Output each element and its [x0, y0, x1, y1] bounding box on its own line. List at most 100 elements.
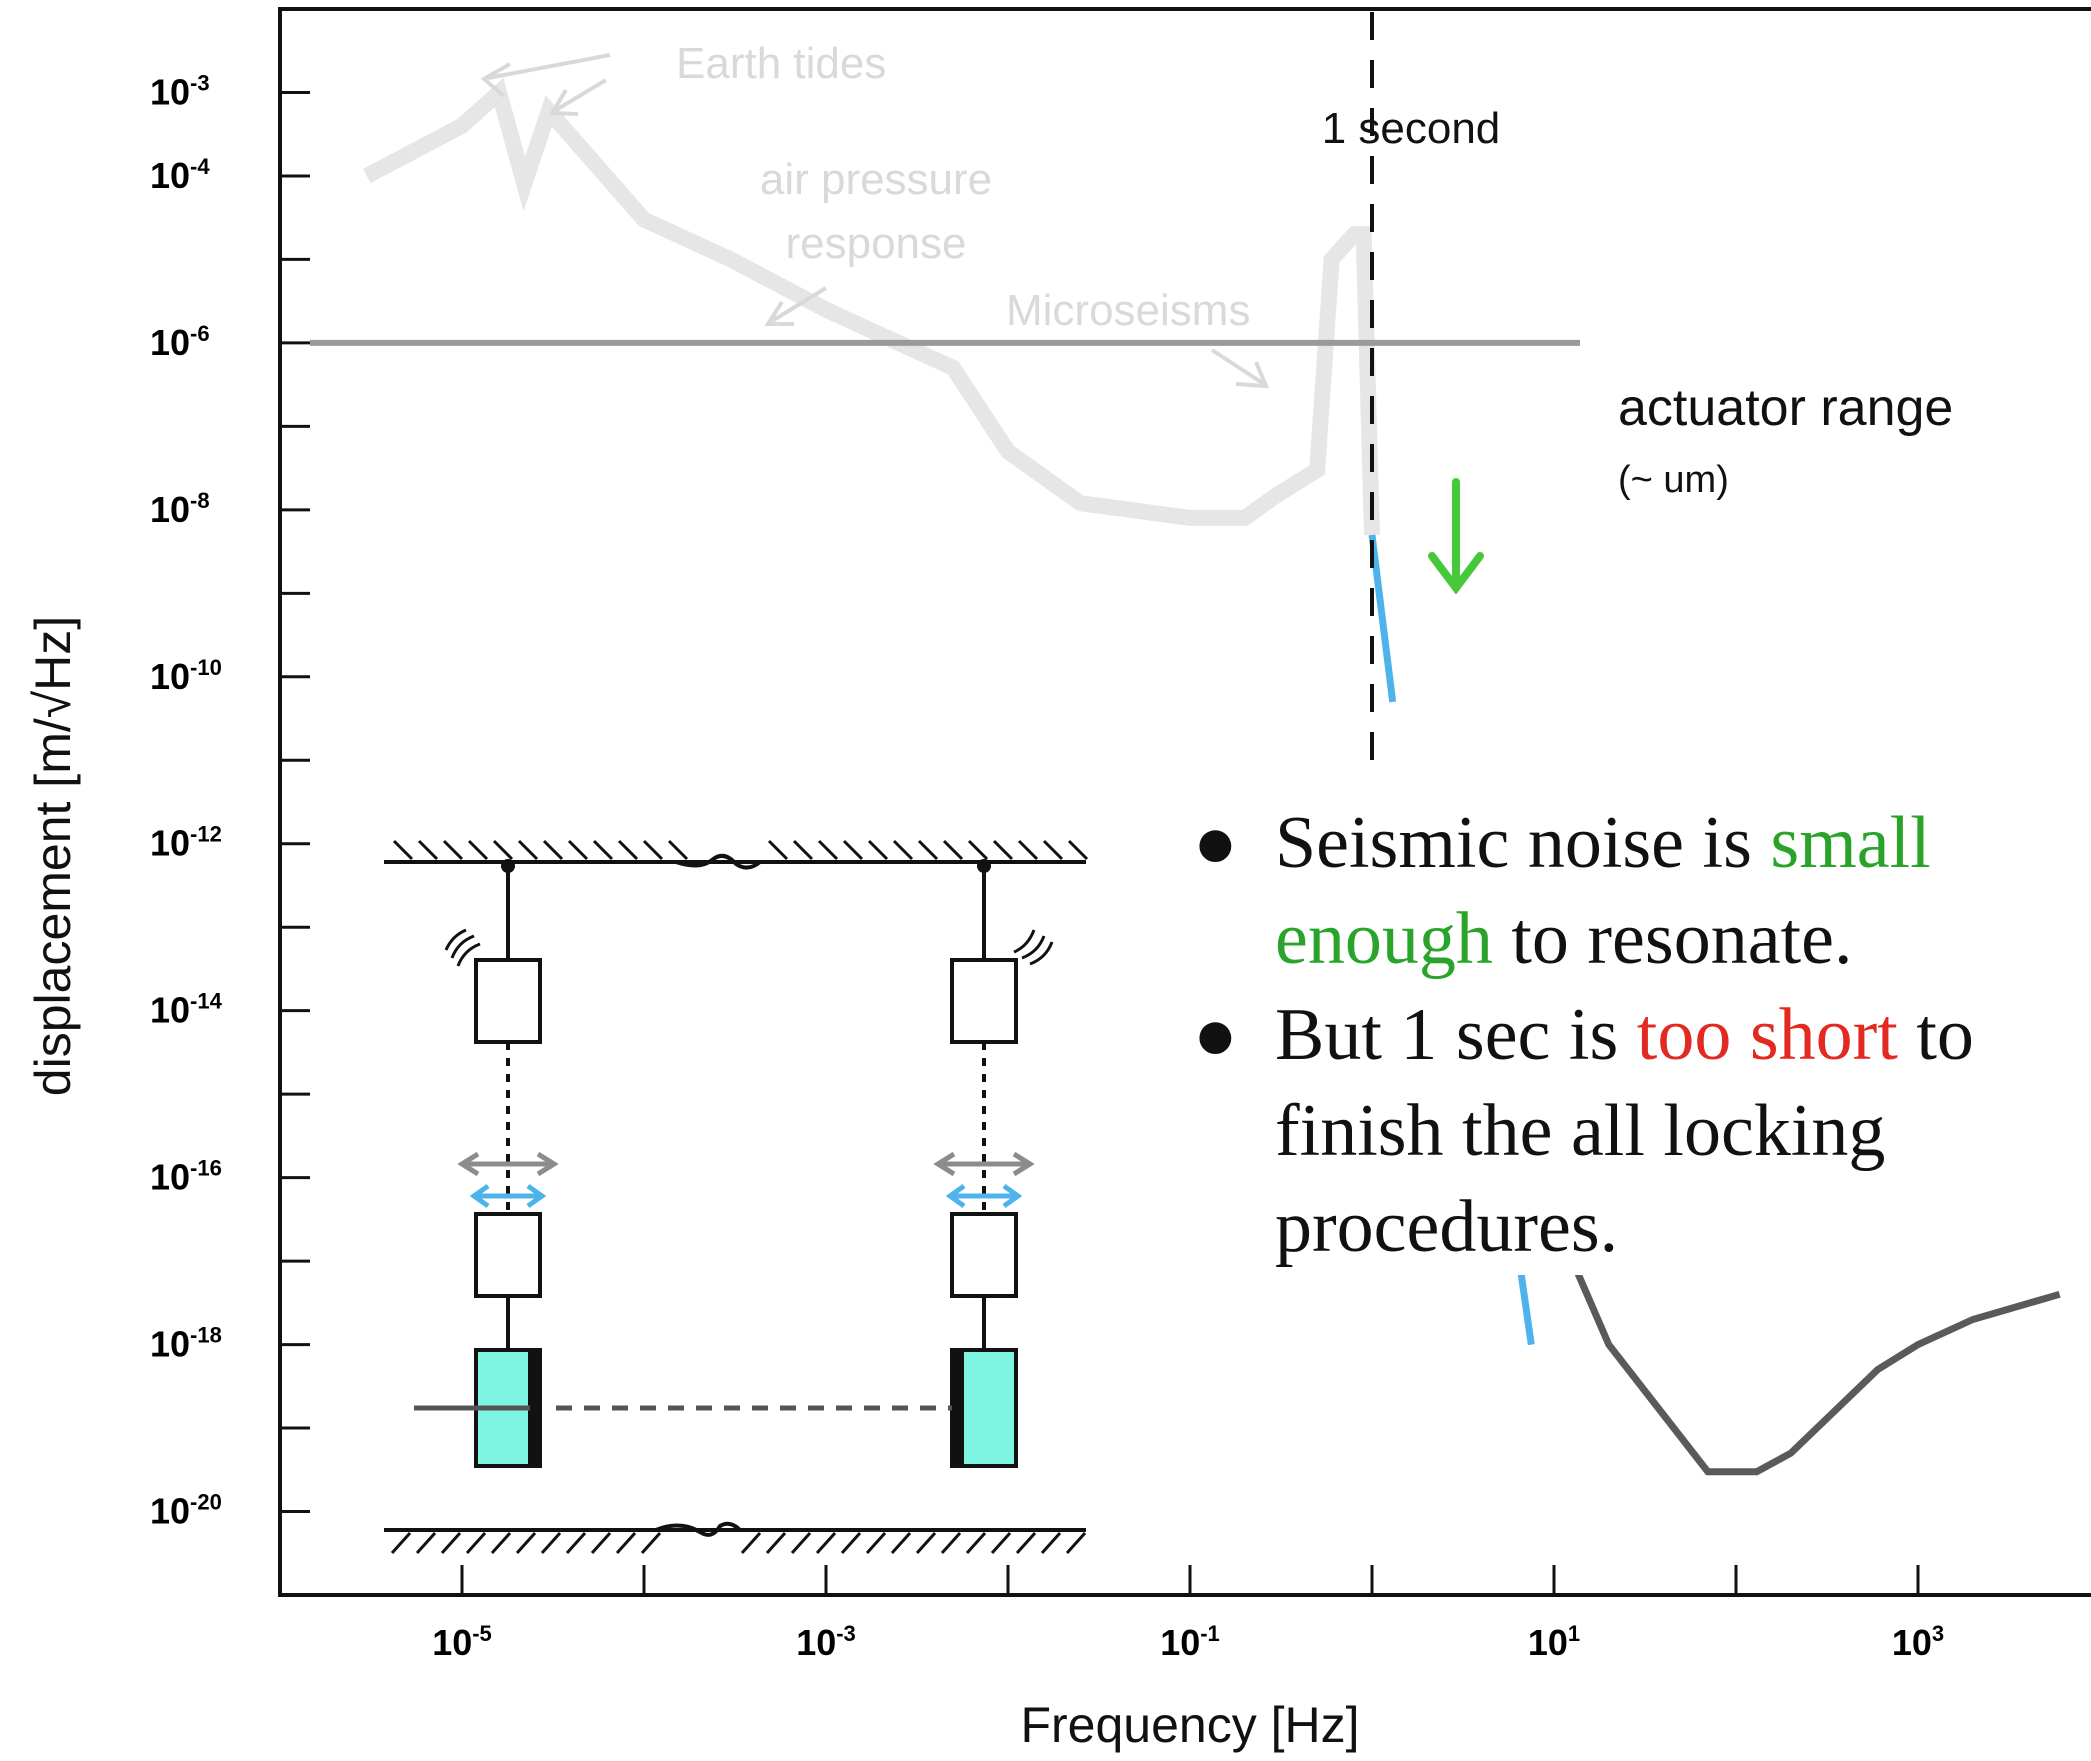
y-tick-label: 10-18 [150, 1323, 222, 1365]
bullet-2-highlight: too short [1636, 994, 1898, 1076]
bullet-2-suffix: to finish the all locking procedures. [1275, 994, 1974, 1268]
vibration-glyph-left [444, 928, 481, 967]
x-tick-label: 103 [1892, 1621, 1944, 1663]
bullet-dot-1: ● [1193, 802, 1238, 884]
suspension-schematic [384, 839, 1089, 1555]
hatch-mark [1017, 839, 1039, 861]
hatch-mark [892, 839, 914, 861]
hatch-mark [842, 839, 864, 861]
bullet-list: ● Seismic noise is small enough to reson… [1175, 795, 2075, 1275]
hatch-mark [790, 1531, 812, 1555]
series-layer [363, 77, 2061, 1476]
bullet-2-prefix: But 1 sec is [1275, 994, 1637, 1076]
hatch-mark [467, 839, 489, 861]
x-tick-label: 10-5 [432, 1621, 492, 1663]
hatch-mark [567, 839, 589, 861]
floor-hatching [390, 1521, 1087, 1555]
hatch-mark [417, 839, 439, 861]
hatch-mark [767, 839, 789, 861]
hatch-mark [390, 1531, 412, 1555]
hatch-mark [942, 839, 964, 861]
hatch-mark [617, 839, 639, 861]
hatch-mark [740, 1531, 762, 1555]
hatch-mark [792, 839, 814, 861]
hatch-mark [517, 839, 539, 861]
y-tick-label: 10-10 [150, 655, 222, 697]
hatch-mark [917, 839, 939, 861]
hatch-mark [465, 1531, 487, 1555]
bullet-item-2: ● But 1 sec is too short to finish the a… [1175, 987, 2075, 1275]
hatch-mark [967, 839, 989, 861]
hatch-mark [667, 839, 689, 861]
microseisms-label: Microseisms [1006, 286, 1250, 335]
earth-tides-label: Earth tides [676, 39, 886, 88]
blue-motion-arrows [469, 1183, 1023, 1209]
one-second-label: 1 second [1322, 104, 1501, 153]
axis-ticks [278, 7, 1920, 1597]
hatch-mark [1067, 839, 1089, 861]
x-tick-label: 10-1 [1160, 1621, 1220, 1663]
green-down-arrow [1428, 478, 1484, 595]
hatch-mark [1040, 1531, 1062, 1555]
left-upper-mass [474, 958, 542, 1044]
x-tick-labels: 10-5 10-3 10-1 101 103 [432, 1621, 1944, 1663]
hatch-mark [867, 839, 889, 861]
bullet-1-suffix: to resonate. [1492, 898, 1853, 980]
hatch-mark [415, 1531, 437, 1555]
bullet-1-highlight: small enough [1275, 802, 1931, 980]
reference-lines [310, 12, 1580, 770]
bullet-1-prefix: Seismic noise is [1275, 802, 1771, 884]
x-tick-label: 101 [1528, 1621, 1580, 1663]
y-tick-label: 10-6 [150, 321, 210, 363]
hatch-mark [615, 1531, 637, 1555]
hatch-mark [992, 839, 1014, 861]
y-axis-title: displacement [m/√Hz] [25, 616, 81, 1096]
right-middle-mass [950, 1212, 1018, 1298]
hatch-mark [1065, 1531, 1087, 1555]
hatch-mark [490, 1531, 512, 1555]
hatch-mark [1042, 839, 1064, 861]
hatch-mark [642, 839, 664, 861]
actuator-range-label: actuator range [1618, 379, 1953, 437]
series-line-1 [363, 77, 1380, 536]
y-tick-label: 10-14 [150, 989, 223, 1031]
annotation-arrows [480, 53, 1270, 389]
y-tick-label: 10-3 [150, 70, 210, 112]
hatch-mark [592, 839, 614, 861]
bullet-dot-2: ● [1193, 994, 1238, 1076]
actuator-range-note: (~ um) [1618, 459, 1729, 501]
y-tick-labels: 10-3 10-4 10-6 10-8 10-10 10-12 10-14 10-16 10-1… [150, 70, 223, 1531]
hatch-mark [590, 1531, 612, 1555]
hatch-mark [890, 1531, 912, 1555]
y-tick-label: 10-4 [150, 154, 210, 196]
hatch-mark [640, 1531, 662, 1555]
hatch-mark [940, 1531, 962, 1555]
y-tick-label: 10-8 [150, 488, 210, 530]
y-tick-label: 10-12 [150, 822, 222, 864]
hatch-mark [965, 1531, 987, 1555]
bullet-item-1: ● Seismic noise is small enough to reson… [1175, 795, 2075, 987]
hatch-mark [492, 839, 514, 861]
hatch-mark [442, 839, 464, 861]
left-mirror-coating [528, 1350, 540, 1466]
hatch-mark [817, 839, 839, 861]
floor-break [655, 1521, 742, 1537]
hatch-mark [515, 1531, 537, 1555]
air-pressure-label-2: response [785, 219, 966, 268]
x-tick-label: 10-3 [796, 1621, 856, 1663]
hatch-mark [765, 1531, 787, 1555]
air-pressure-label: air pressure [760, 155, 992, 204]
hatch-mark [540, 1531, 562, 1555]
hatch-mark [840, 1531, 862, 1555]
hatch-mark [565, 1531, 587, 1555]
x-axis-title: Frequency [Hz] [1020, 1697, 1359, 1753]
vibration-glyph-right [1013, 929, 1054, 966]
y-tick-label: 10-20 [150, 1490, 222, 1532]
hatch-mark [865, 1531, 887, 1555]
gray-motion-arrows [457, 1151, 1035, 1177]
series-line-2 [1368, 534, 1397, 703]
y-tick-label: 10-16 [150, 1156, 222, 1198]
ceiling-break [675, 853, 762, 870]
